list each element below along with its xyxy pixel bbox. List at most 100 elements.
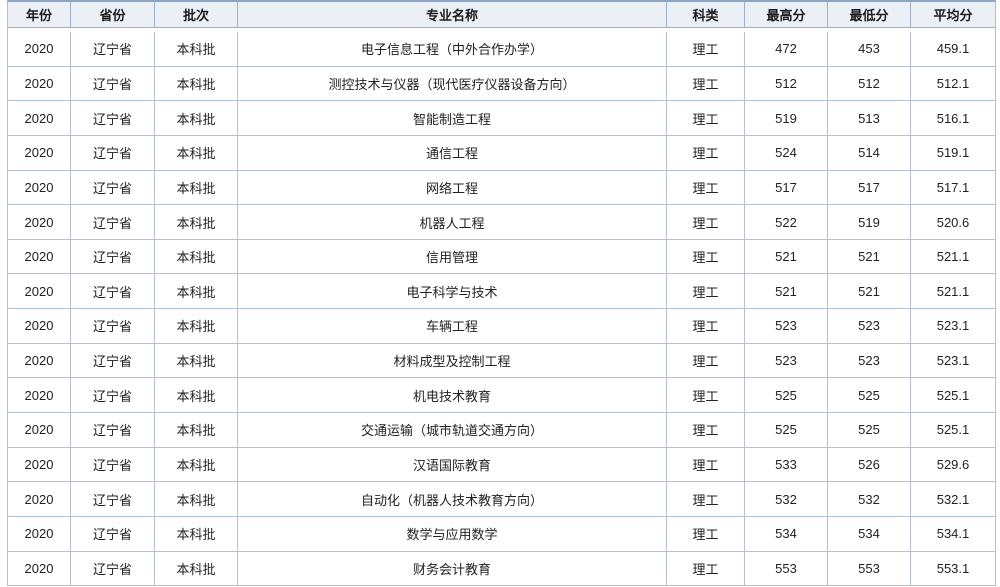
cell-min-score: 526 <box>828 447 911 482</box>
cell-avg-score: 525.1 <box>936 387 970 403</box>
cell-major-name: 测控技术与仪器（现代医疗仪器设备方向） <box>238 66 667 101</box>
cell-avg-score: 521.1 <box>936 249 970 265</box>
cell-max-score: 524 <box>745 135 828 170</box>
cell-subject-category: 理工 <box>667 413 745 447</box>
cell-avg-score: 459.1 <box>936 41 970 57</box>
cell-major-name: 财务会计教育 <box>238 551 667 586</box>
cell-avg-score: 520.6 <box>936 214 970 230</box>
cell-max-score: 522 <box>745 205 828 239</box>
cell-min-score: 513 <box>828 101 911 135</box>
cell-major-name: 电子科学与技术 <box>238 274 667 309</box>
cell-subject-category: 理工 <box>667 66 745 101</box>
cell-max-score: 534 <box>745 516 828 551</box>
cell-province: 辽宁省 <box>71 239 155 274</box>
cell-max-score: 517 <box>745 170 828 205</box>
table-row: 2020 辽宁省 本科批 机器人工程 理工 522 519 520.6 <box>8 205 995 240</box>
cell-major-name: 通信工程 <box>238 135 667 170</box>
cell-min-score: 517 <box>828 170 911 205</box>
cell-subject-category: 理工 <box>667 309 745 343</box>
cell-max-score: 512 <box>745 66 828 101</box>
cell-province: 辽宁省 <box>71 447 155 482</box>
cell-subject-category: 理工 <box>667 343 745 378</box>
cell-avg-score: 519.1 <box>936 145 970 161</box>
cell-avg-score: 521.1 <box>936 283 970 299</box>
cell-major-name: 数学与应用数学 <box>238 516 667 551</box>
cell-subject-category: 理工 <box>667 274 745 309</box>
cell-batch: 本科批 <box>155 309 238 343</box>
cell-year: 2020 <box>8 101 71 135</box>
cell-subject-category: 理工 <box>667 239 745 274</box>
cell-subject-category: 理工 <box>667 32 745 66</box>
cell-province: 辽宁省 <box>71 551 155 586</box>
cell-year: 2020 <box>8 135 71 170</box>
cell-avg-score: 553.1 <box>936 560 970 576</box>
table-row: 2020 辽宁省 本科批 机电技术教育 理工 525 525 525.1 <box>8 378 995 414</box>
cell-min-score: 523 <box>828 343 911 378</box>
column-header-subject-category: 科类 <box>667 2 745 27</box>
cell-min-score: 532 <box>828 482 911 516</box>
table-row: 2020 辽宁省 本科批 交通运输（城市轨道交通方向） 理工 525 525 5… <box>8 413 995 448</box>
cell-min-score: 519 <box>828 205 911 239</box>
cell-major-name: 网络工程 <box>238 170 667 205</box>
table-row: 2020 辽宁省 本科批 信用管理 理工 521 521 521.1 <box>8 239 995 275</box>
cell-batch: 本科批 <box>155 482 238 516</box>
table-row: 2020 辽宁省 本科批 通信工程 理工 524 514 519.1 <box>8 135 995 171</box>
cell-min-score: 523 <box>828 309 911 343</box>
cell-avg-score: 525.1 <box>936 422 970 438</box>
column-header-major-name: 专业名称 <box>238 2 667 27</box>
column-header-province: 省份 <box>71 2 155 27</box>
cell-avg-score: 516.1 <box>936 110 970 126</box>
cell-year: 2020 <box>8 516 71 551</box>
cell-max-score: 521 <box>745 274 828 309</box>
cell-year: 2020 <box>8 343 71 378</box>
cell-batch: 本科批 <box>155 413 238 447</box>
table-body: 2020 辽宁省 本科批 电子信息工程（中外合作办学） 理工 472 453 4… <box>8 32 995 587</box>
cell-year: 2020 <box>8 170 71 205</box>
cell-province: 辽宁省 <box>71 274 155 309</box>
cell-batch: 本科批 <box>155 170 238 205</box>
cell-batch: 本科批 <box>155 551 238 586</box>
cell-max-score: 525 <box>745 378 828 413</box>
cell-major-name: 机器人工程 <box>238 205 667 239</box>
cell-max-score: 525 <box>745 413 828 447</box>
cell-min-score: 521 <box>828 274 911 309</box>
cell-subject-category: 理工 <box>667 516 745 551</box>
cell-year: 2020 <box>8 205 71 239</box>
cell-year: 2020 <box>8 447 71 482</box>
cell-min-score: 525 <box>828 378 911 413</box>
cell-subject-category: 理工 <box>667 101 745 135</box>
cell-year: 2020 <box>8 309 71 343</box>
cell-max-score: 533 <box>745 447 828 482</box>
cell-subject-category: 理工 <box>667 482 745 516</box>
cell-major-name: 材料成型及控制工程 <box>238 343 667 378</box>
cell-province: 辽宁省 <box>71 66 155 101</box>
cell-year: 2020 <box>8 66 71 101</box>
column-header-min-score: 最低分 <box>828 2 911 27</box>
cell-batch: 本科批 <box>155 516 238 551</box>
cell-batch: 本科批 <box>155 378 238 413</box>
cell-year: 2020 <box>8 32 71 66</box>
admission-scores-table: 年份 省份 批次 专业名称 科类 最高分 最低分 平均分 2020 辽宁省 本科… <box>7 0 996 587</box>
cell-avg-score: 529.6 <box>936 457 970 472</box>
table-header-row: 年份 省份 批次 专业名称 科类 最高分 最低分 平均分 <box>8 2 995 28</box>
table-row: 2020 辽宁省 本科批 电子科学与技术 理工 521 521 521.1 <box>8 274 995 310</box>
cell-max-score: 553 <box>745 551 828 586</box>
cell-year: 2020 <box>8 413 71 447</box>
cell-min-score: 521 <box>828 239 911 274</box>
cell-subject-category: 理工 <box>667 378 745 413</box>
table-row: 2020 辽宁省 本科批 财务会计教育 理工 553 553 553.1 <box>8 551 995 587</box>
cell-subject-category: 理工 <box>667 447 745 482</box>
cell-avg-score: 517.1 <box>936 179 970 195</box>
cell-major-name: 电子信息工程（中外合作办学） <box>238 32 667 66</box>
cell-avg-score: 523.1 <box>936 318 970 334</box>
cell-batch: 本科批 <box>155 447 238 482</box>
cell-batch: 本科批 <box>155 66 238 101</box>
cell-province: 辽宁省 <box>71 32 155 66</box>
cell-major-name: 自动化（机器人技术教育方向） <box>238 482 667 516</box>
cell-province: 辽宁省 <box>71 378 155 413</box>
cell-max-score: 519 <box>745 101 828 135</box>
table-row: 2020 辽宁省 本科批 电子信息工程（中外合作办学） 理工 472 453 4… <box>8 32 995 67</box>
cell-year: 2020 <box>8 551 71 586</box>
table-row: 2020 辽宁省 本科批 数学与应用数学 理工 534 534 534.1 <box>8 516 995 552</box>
